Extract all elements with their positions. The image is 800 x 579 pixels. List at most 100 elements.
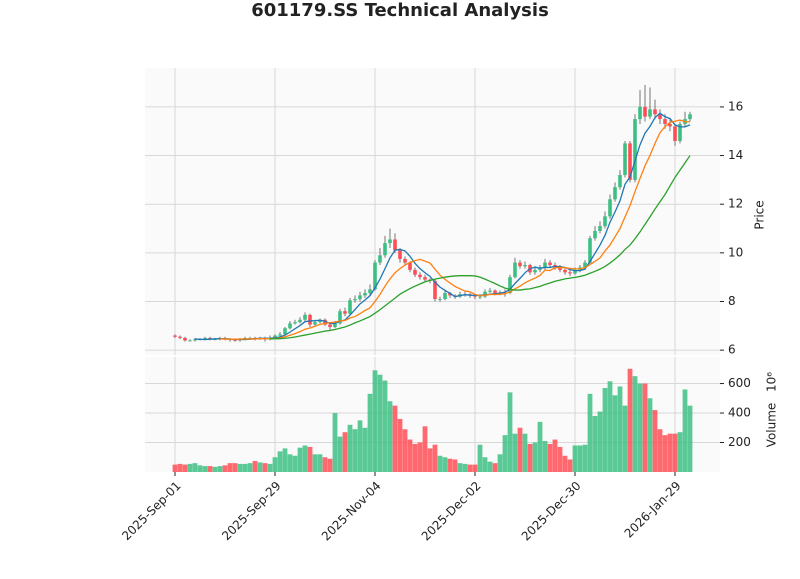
volume-bar xyxy=(257,462,263,472)
volume-bar xyxy=(532,442,538,472)
candle-body xyxy=(343,311,347,314)
volume-bar xyxy=(527,443,533,472)
candle-body xyxy=(398,250,402,259)
volume-bar xyxy=(277,451,283,472)
volume-bar xyxy=(327,458,333,472)
volume-bar xyxy=(662,435,668,472)
volume-bar xyxy=(617,386,623,472)
candle-body xyxy=(543,262,547,268)
candle-body xyxy=(523,265,527,267)
y-tick-label: 16 xyxy=(728,99,743,113)
price-panel xyxy=(145,68,720,355)
candle-body xyxy=(188,340,192,342)
x-tick-label: 2025-Nov-04 xyxy=(319,479,384,544)
candle-body xyxy=(583,262,587,268)
volume-tick-label: 600 xyxy=(728,376,751,390)
candle-body xyxy=(323,319,327,325)
volume-bar xyxy=(362,427,368,472)
candle-body xyxy=(393,239,397,251)
volume-bar xyxy=(657,429,663,472)
y-tick-label: 10 xyxy=(728,245,743,259)
volume-bar xyxy=(592,415,598,472)
volume-bar xyxy=(302,445,308,472)
volume-bar xyxy=(537,421,543,472)
volume-bar xyxy=(472,464,478,472)
x-tick-label: 2026-Jan-29 xyxy=(622,479,684,541)
candle-body xyxy=(633,119,637,180)
volume-tick-label: 400 xyxy=(728,406,751,420)
volume-bar xyxy=(182,464,188,472)
candle-body xyxy=(293,322,297,324)
volume-bar xyxy=(197,465,203,472)
candle-body xyxy=(433,280,437,300)
candle-body xyxy=(338,311,342,324)
volume-bar xyxy=(397,418,403,472)
candle-body xyxy=(548,262,552,266)
candle-body xyxy=(303,314,307,320)
candle-body xyxy=(443,292,447,300)
candle-body xyxy=(493,290,497,293)
volume-bar xyxy=(317,454,323,472)
volume-offset-label: 10⁶ xyxy=(765,372,779,392)
candle-body xyxy=(598,226,602,231)
candle-body xyxy=(568,272,572,274)
volume-bar xyxy=(687,405,693,472)
volume-bar xyxy=(562,455,568,472)
volume-bar xyxy=(467,464,473,472)
volume-bar xyxy=(587,393,593,472)
volume-bar xyxy=(677,432,683,472)
candle-body xyxy=(313,322,317,325)
candle-body xyxy=(273,335,277,338)
candle-body xyxy=(173,335,177,337)
x-tick-label: 2025-Dec-30 xyxy=(519,479,584,544)
volume-bar xyxy=(647,398,653,472)
candle-body xyxy=(518,262,522,267)
candle-body xyxy=(183,337,187,341)
volume-bar xyxy=(602,387,608,472)
candle-body xyxy=(608,199,612,217)
candle-body xyxy=(368,289,372,293)
volume-bar xyxy=(222,465,228,472)
volume-bar xyxy=(387,401,393,472)
volume-bar xyxy=(437,455,443,472)
volume-bar xyxy=(652,410,658,472)
volume-bar xyxy=(407,439,413,472)
moving-average-line xyxy=(194,112,691,341)
volume-bar xyxy=(497,454,503,472)
candle-body xyxy=(318,319,322,323)
candle-body xyxy=(388,239,392,244)
candle-body xyxy=(203,337,207,340)
volume-bar xyxy=(622,405,628,472)
volume-tick-label: 200 xyxy=(728,435,751,449)
y-tick-label: 6 xyxy=(728,343,736,357)
volume-bar xyxy=(637,383,643,472)
volume-bar xyxy=(252,460,258,472)
volume-bar xyxy=(347,424,353,472)
volume-bar xyxy=(557,446,563,472)
volume-bar xyxy=(547,443,553,472)
candle-body xyxy=(283,328,287,335)
volume-bar xyxy=(442,457,448,472)
volume-bar xyxy=(607,381,613,472)
volume-bar xyxy=(402,429,408,472)
candle-body xyxy=(613,187,617,200)
candle-body xyxy=(308,314,312,325)
volume-bar xyxy=(312,454,318,472)
volume-bar xyxy=(282,448,288,472)
candle-body xyxy=(628,143,632,180)
volume-bar xyxy=(272,457,278,472)
candle-body xyxy=(363,292,367,296)
volume-bar xyxy=(297,447,303,472)
volume-bar xyxy=(267,463,273,472)
candle-body xyxy=(513,262,517,278)
volume-bar xyxy=(287,454,293,472)
volume-bar xyxy=(202,466,208,472)
volume-bar xyxy=(477,444,483,472)
candle-body xyxy=(618,175,622,188)
volume-bar xyxy=(217,466,223,472)
volume-bar xyxy=(682,389,688,472)
volume-bar xyxy=(482,457,488,472)
volume-bar xyxy=(507,392,513,472)
candle-body xyxy=(408,262,412,270)
y-axis-label: Price xyxy=(753,200,767,229)
